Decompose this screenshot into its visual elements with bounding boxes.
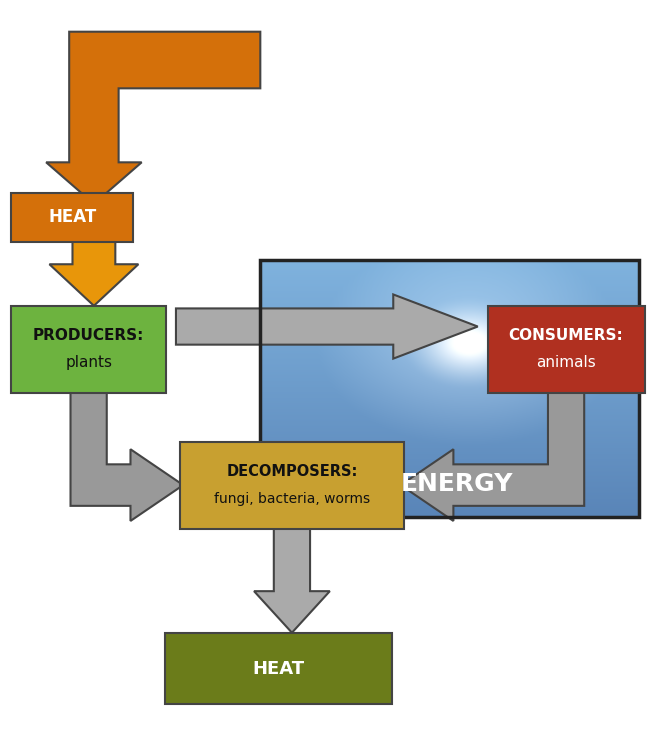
FancyBboxPatch shape — [180, 442, 404, 528]
Polygon shape — [46, 32, 260, 204]
Text: HEAT: HEAT — [48, 208, 96, 226]
Polygon shape — [254, 525, 330, 633]
FancyBboxPatch shape — [488, 306, 645, 393]
Polygon shape — [176, 294, 478, 359]
Polygon shape — [401, 389, 584, 521]
Text: CONSUMERS:: CONSUMERS: — [509, 328, 623, 343]
Text: plants: plants — [65, 356, 112, 370]
Text: ENERGY: ENERGY — [401, 472, 513, 496]
FancyBboxPatch shape — [11, 193, 133, 242]
Polygon shape — [49, 211, 138, 306]
Text: PRODUCERS:: PRODUCERS: — [33, 328, 144, 343]
Text: animals: animals — [536, 356, 596, 370]
Text: DECOMPOSERS:: DECOMPOSERS: — [226, 464, 358, 479]
Text: HEAT: HEAT — [252, 660, 304, 677]
Polygon shape — [71, 389, 183, 521]
Text: fungi, bacteria, worms: fungi, bacteria, worms — [214, 492, 370, 506]
FancyBboxPatch shape — [165, 633, 392, 704]
FancyBboxPatch shape — [11, 306, 166, 393]
